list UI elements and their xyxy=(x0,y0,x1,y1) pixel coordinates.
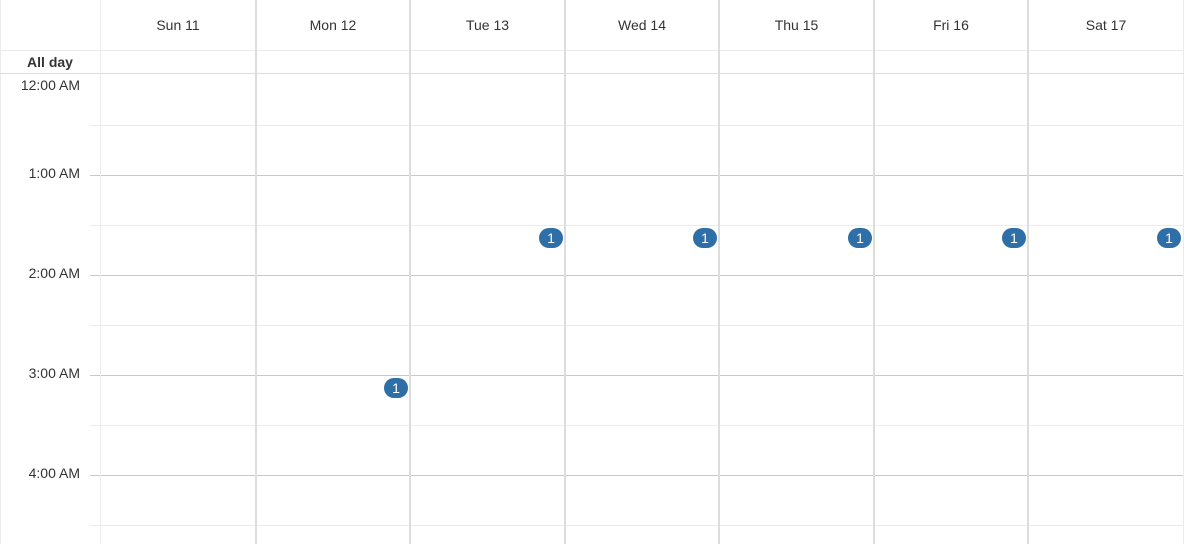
event-count-badge[interactable]: 1 xyxy=(384,378,408,398)
day-header-wed[interactable]: Wed 14 xyxy=(566,0,718,50)
hour-line xyxy=(90,275,1183,276)
hour-line xyxy=(90,375,1183,376)
half-hour-line xyxy=(90,125,1183,126)
column-divider xyxy=(1027,0,1029,544)
column-divider xyxy=(873,0,875,544)
day-header-sat[interactable]: Sat 17 xyxy=(1029,0,1183,50)
header-divider xyxy=(0,50,1184,51)
column-divider xyxy=(409,0,411,544)
day-header-mon[interactable]: Mon 12 xyxy=(257,0,409,50)
day-column-sat[interactable] xyxy=(1029,74,1183,544)
all-day-row[interactable] xyxy=(101,51,1183,73)
time-label-3am: 3:00 AM xyxy=(28,365,80,381)
left-border xyxy=(0,0,1,544)
event-count-badge[interactable]: 1 xyxy=(848,228,872,248)
time-label-1am: 1:00 AM xyxy=(28,165,80,181)
day-column-fri[interactable] xyxy=(875,74,1027,544)
hour-line xyxy=(90,175,1183,176)
time-label-12am: 12:00 AM xyxy=(20,77,80,93)
half-hour-line xyxy=(90,325,1183,326)
all-day-label: All day xyxy=(27,54,73,70)
day-column-wed[interactable] xyxy=(566,74,718,544)
event-count-badge[interactable]: 1 xyxy=(693,228,717,248)
event-count-badge[interactable]: 1 xyxy=(539,228,563,248)
time-label-4am: 4:00 AM xyxy=(28,465,80,481)
half-hour-line xyxy=(90,425,1183,426)
day-column-thu[interactable] xyxy=(720,74,873,544)
day-column-tue[interactable] xyxy=(411,74,564,544)
day-header-thu[interactable]: Thu 15 xyxy=(720,0,873,50)
day-column-sun[interactable] xyxy=(101,74,255,544)
day-header-sun[interactable]: Sun 11 xyxy=(101,0,255,50)
all-day-divider xyxy=(0,73,1184,74)
day-header-tue[interactable]: Tue 13 xyxy=(411,0,564,50)
half-hour-line xyxy=(90,225,1183,226)
column-divider xyxy=(100,0,101,544)
event-count-badge[interactable]: 1 xyxy=(1157,228,1181,248)
day-column-mon[interactable] xyxy=(257,74,409,544)
event-count-badge[interactable]: 1 xyxy=(1002,228,1026,248)
column-divider xyxy=(255,0,257,544)
half-hour-line xyxy=(90,525,1183,526)
day-header-fri[interactable]: Fri 16 xyxy=(875,0,1027,50)
column-divider xyxy=(564,0,566,544)
hour-line xyxy=(90,475,1183,476)
time-label-2am: 2:00 AM xyxy=(28,265,80,281)
column-divider xyxy=(718,0,720,544)
